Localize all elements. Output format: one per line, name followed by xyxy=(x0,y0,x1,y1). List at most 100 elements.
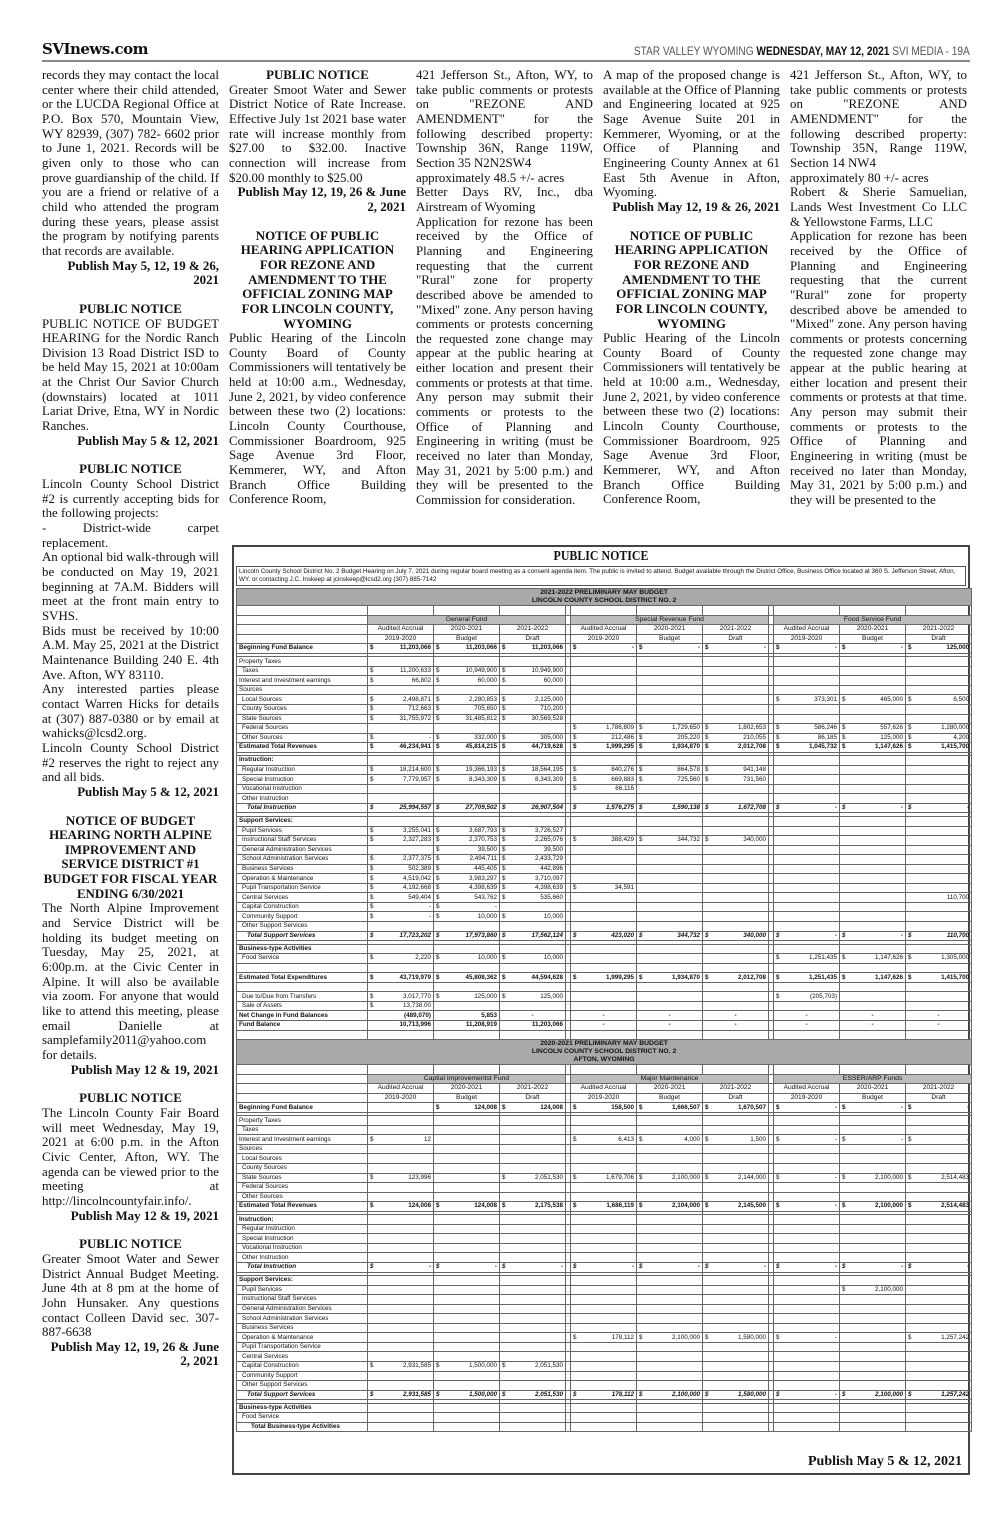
value-cell xyxy=(773,863,840,875)
currency-value: $543,762 xyxy=(436,894,497,902)
value-cell xyxy=(570,892,637,903)
currency-value: $340,000 xyxy=(705,932,766,940)
dollar-sign: $ xyxy=(502,931,506,939)
amount: 11,208,919 xyxy=(465,1021,497,1029)
value-cell xyxy=(570,844,637,856)
currency-value: $2,433,729 xyxy=(502,855,563,864)
row-label: Other Instruction xyxy=(236,1252,368,1263)
value-cell xyxy=(499,684,566,696)
amount: - xyxy=(834,1333,837,1341)
dollar-sign: $ xyxy=(908,1173,912,1181)
dollar-sign: $ xyxy=(908,724,912,732)
value-cell xyxy=(636,1421,703,1433)
currency-value: $2,931,585 xyxy=(370,1362,431,1370)
value-cell: $18,564,195 xyxy=(499,764,566,776)
currency-value: $ - xyxy=(639,1263,700,1271)
value-cell: $1,305,000 xyxy=(904,953,973,964)
currency-value: $1,147,626 xyxy=(842,954,903,963)
dollar-sign: $ xyxy=(573,836,577,844)
publish-line: Publish May 12, 19, 26 & June 2, 2021 xyxy=(50,1339,219,1369)
dollar-sign: $ xyxy=(908,733,912,741)
dollar-sign: $ xyxy=(436,714,440,722)
empty-cell xyxy=(570,1064,637,1075)
value-cell xyxy=(636,675,703,686)
dollar-sign: $ xyxy=(705,1390,709,1398)
dollar-sign: $ xyxy=(370,1173,374,1181)
dollar-sign: $ xyxy=(639,1135,643,1143)
dollar-sign: $ xyxy=(908,1333,912,1341)
amount: 465,000 xyxy=(880,695,903,703)
value-cell xyxy=(636,844,703,856)
dollar-sign: $ xyxy=(370,644,374,652)
value-cell: $ - xyxy=(367,901,434,913)
amount: 125,000 xyxy=(880,733,903,741)
section-band: 2021-2022 PRELIMINARY MAY BUDGET LINCOLN … xyxy=(235,588,973,606)
table-row: Due to/Due from Transfers $3,017,770 $125,… xyxy=(236,991,973,1002)
dollar-sign: $ xyxy=(370,733,374,741)
amount: 2,433,729 xyxy=(534,855,563,863)
amount: 1,500 xyxy=(750,1135,766,1143)
value-cell: $31,755,972 xyxy=(367,713,434,725)
value-cell xyxy=(904,793,973,804)
value-cell: $502,389 xyxy=(367,863,434,875)
column-header: 2019-2020 xyxy=(773,1092,840,1104)
amount: 1,147,626 xyxy=(874,954,903,962)
value-cell xyxy=(499,943,566,955)
currency-value: $ - xyxy=(502,1263,563,1271)
value-cell xyxy=(904,1124,973,1136)
table-row xyxy=(236,962,973,974)
amount: 2,012,708 xyxy=(737,973,766,981)
value-cell xyxy=(773,921,840,932)
row-label: Support Services: xyxy=(236,1275,368,1286)
dollar-sign: $ xyxy=(502,705,506,713)
row-label: Special Instruction xyxy=(236,1233,368,1244)
amount: 110,700 xyxy=(946,893,970,901)
value-cell: $1,045,732 xyxy=(773,742,840,753)
amount: 1,672,708 xyxy=(737,804,766,812)
amount: - xyxy=(668,1021,671,1029)
dollar-sign: $ xyxy=(639,1173,643,1181)
currency-value: $ - xyxy=(776,804,837,812)
value-cell: $12 xyxy=(367,1134,434,1145)
row-label: Vocational Instruction xyxy=(236,783,368,795)
dollar-sign: $ xyxy=(908,804,912,812)
currency-value: $3,687,793 xyxy=(436,827,497,835)
value-cell xyxy=(702,694,769,705)
currency-value: $66,802 xyxy=(370,677,431,685)
dollar-sign: $ xyxy=(436,912,440,920)
row-label: Support Services: xyxy=(236,816,368,827)
column-header: Draft xyxy=(904,633,973,645)
table-row: Local Sources xyxy=(236,1153,973,1165)
dollar-sign: $ xyxy=(842,931,846,939)
amount: - xyxy=(967,1135,970,1143)
currency-value: $2,377,375 xyxy=(370,856,431,864)
dollar-sign: $ xyxy=(573,775,577,783)
value-cell xyxy=(839,1124,906,1136)
value-cell xyxy=(773,835,840,846)
row-label: Total Business-type Activities xyxy=(236,1421,368,1433)
dollar-sign: $ xyxy=(639,931,643,939)
column-header: Budget xyxy=(433,633,500,645)
currency-value: $1,580,000 xyxy=(705,1391,766,1399)
amount: 2,144,000 xyxy=(737,1173,766,1181)
value-cell xyxy=(636,1360,703,1372)
dollar-sign: $ xyxy=(639,973,643,981)
amount: 586,246 xyxy=(814,724,837,732)
table-row: General Administration Services $39,500 $3… xyxy=(236,844,973,856)
row-label: Regular Instruction xyxy=(236,764,368,776)
amount: 66,802 xyxy=(411,676,431,684)
value-cell xyxy=(499,1115,566,1126)
amount: - xyxy=(734,1011,737,1019)
value-cell xyxy=(433,1172,500,1184)
dollar-sign: $ xyxy=(776,724,780,732)
value-cell xyxy=(773,1275,840,1286)
currency-value: $388,429 xyxy=(573,836,634,845)
dollar-sign: $ xyxy=(370,1362,374,1370)
row-label: Community Support xyxy=(236,1370,368,1382)
column-header: Audited Accrual xyxy=(773,1083,840,1094)
fund-name: Major Maintenance xyxy=(570,1073,769,1085)
dollar-sign: $ xyxy=(436,644,440,652)
dollar-sign: $ xyxy=(573,766,577,774)
dollar-sign: $ xyxy=(573,804,577,812)
value-cell xyxy=(499,962,566,974)
